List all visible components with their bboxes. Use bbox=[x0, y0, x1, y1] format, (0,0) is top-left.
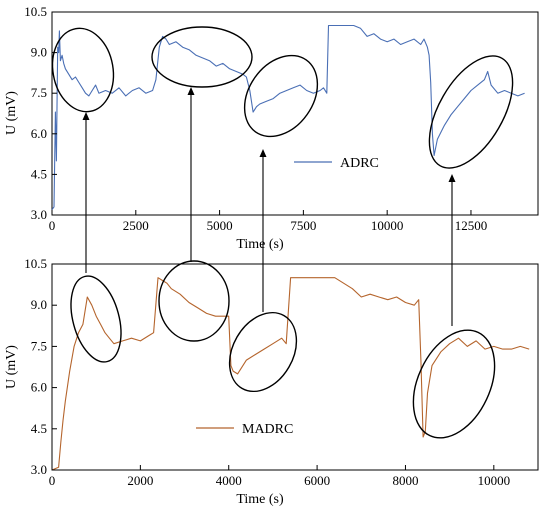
x-tick-label: 0 bbox=[49, 473, 56, 488]
x-tick-label: 7500 bbox=[290, 218, 316, 233]
top-ellipse-4 bbox=[428, 55, 514, 169]
arrows bbox=[82, 87, 456, 326]
x-tick-label: 5000 bbox=[207, 218, 233, 233]
bottom-ellipse-3 bbox=[228, 311, 298, 393]
arrow-1-head bbox=[82, 112, 90, 120]
bottom-annotations bbox=[70, 260, 496, 439]
y-tick-label: 3.0 bbox=[31, 207, 47, 222]
x-tick-label: 10000 bbox=[371, 218, 404, 233]
y-tick-label: 7.5 bbox=[31, 85, 47, 100]
top-y-axis-label: U (mV) bbox=[4, 91, 19, 135]
x-tick-label: 8000 bbox=[392, 473, 418, 488]
x-tick-label: 10000 bbox=[478, 473, 511, 488]
y-tick-label: 9.0 bbox=[31, 297, 47, 312]
bottom-legend-label: MADRC bbox=[242, 422, 293, 437]
top-ticks: 0 2500 5000 7500 10000 12500 3.0 4.5 6.0 7.5 9.0 10… bbox=[24, 4, 487, 233]
y-tick-label: 10.5 bbox=[24, 256, 47, 271]
bottom-series-layer bbox=[51, 277, 530, 471]
bottom-chart-madrc: 0 2000 4000 6000 8000 10000 3.0 4.5 6.0 7.5 9.0 10.… bbox=[4, 256, 539, 507]
arrow-3-head bbox=[259, 149, 267, 157]
y-tick-label: 6.0 bbox=[31, 126, 47, 141]
series-line-adrc bbox=[51, 24, 525, 210]
bottom-ticks: 0 2000 4000 6000 8000 10000 3.0 4.5 6.0 7.5 9.0 10.… bbox=[24, 256, 510, 488]
top-ellipse-2 bbox=[151, 26, 253, 88]
x-tick-label: 2500 bbox=[123, 218, 149, 233]
bottom-ellipse-1 bbox=[70, 275, 122, 363]
bottom-y-axis-label: U (mV) bbox=[4, 345, 19, 389]
bottom-ellipse-4 bbox=[412, 329, 496, 439]
x-tick-label: 6000 bbox=[304, 473, 330, 488]
x-tick-label: 12500 bbox=[455, 218, 488, 233]
top-x-axis-label: Time (s) bbox=[236, 237, 284, 252]
top-ellipse-1 bbox=[51, 27, 115, 113]
arrow-4-head bbox=[448, 174, 456, 182]
bottom-x-axis-label: Time (s) bbox=[236, 492, 284, 507]
bottom-plot-frame bbox=[51, 263, 539, 471]
y-tick-label: 4.5 bbox=[31, 421, 47, 436]
x-tick-label: 0 bbox=[49, 218, 56, 233]
top-annotations bbox=[51, 26, 514, 169]
x-tick-label: 4000 bbox=[216, 473, 242, 488]
series-line-madrc bbox=[51, 277, 530, 471]
top-series-layer bbox=[51, 24, 525, 210]
y-tick-label: 3.0 bbox=[31, 462, 47, 477]
y-tick-label: 9.0 bbox=[31, 45, 47, 60]
arrow-2-head bbox=[187, 87, 195, 95]
top-legend-label: ADRC bbox=[340, 156, 379, 171]
y-tick-label: 4.5 bbox=[31, 166, 47, 181]
top-plot-frame bbox=[51, 11, 539, 216]
y-tick-label: 10.5 bbox=[24, 4, 47, 19]
y-tick-label: 7.5 bbox=[31, 338, 47, 353]
y-tick-label: 6.0 bbox=[31, 380, 47, 395]
x-tick-label: 2000 bbox=[127, 473, 153, 488]
bottom-ellipse-2 bbox=[158, 260, 230, 342]
top-chart-adrc: 0 2500 5000 7500 10000 12500 3.0 4.5 6.0 7.5 9.0 10… bbox=[4, 4, 539, 252]
top-ellipse-3 bbox=[243, 54, 319, 138]
